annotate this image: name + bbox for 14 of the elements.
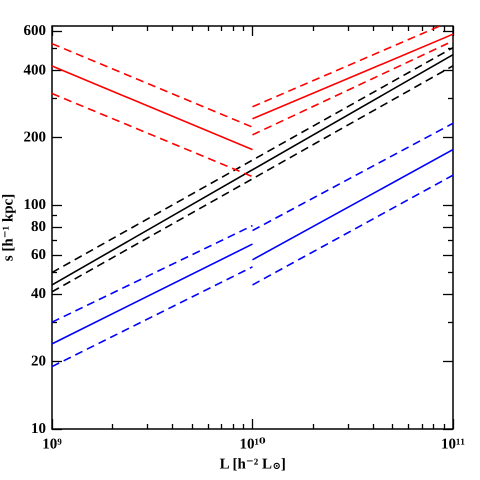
x-tick-label: 10¹¹ xyxy=(441,436,465,452)
y-tick-label: 60 xyxy=(31,246,46,263)
y-tick-label: 100 xyxy=(24,197,46,214)
x-tick-label: 10⁹ xyxy=(42,436,62,452)
y-tick-label: 40 xyxy=(31,286,46,302)
x-tick-label: 10¹⁰ xyxy=(239,436,266,452)
y-tick-label: 20 xyxy=(31,354,46,370)
x-axis-title: L [h⁻² L⊙] xyxy=(220,456,286,472)
y-tick-label: 10 xyxy=(31,421,46,437)
y-tick-label: 400 xyxy=(24,62,46,78)
y-tick-label: 600 xyxy=(24,22,46,39)
y-axis-title: s [h⁻¹ kpc] xyxy=(0,194,16,262)
y-tick-label: 200 xyxy=(24,130,46,146)
y-tick-label: 80 xyxy=(31,218,46,235)
